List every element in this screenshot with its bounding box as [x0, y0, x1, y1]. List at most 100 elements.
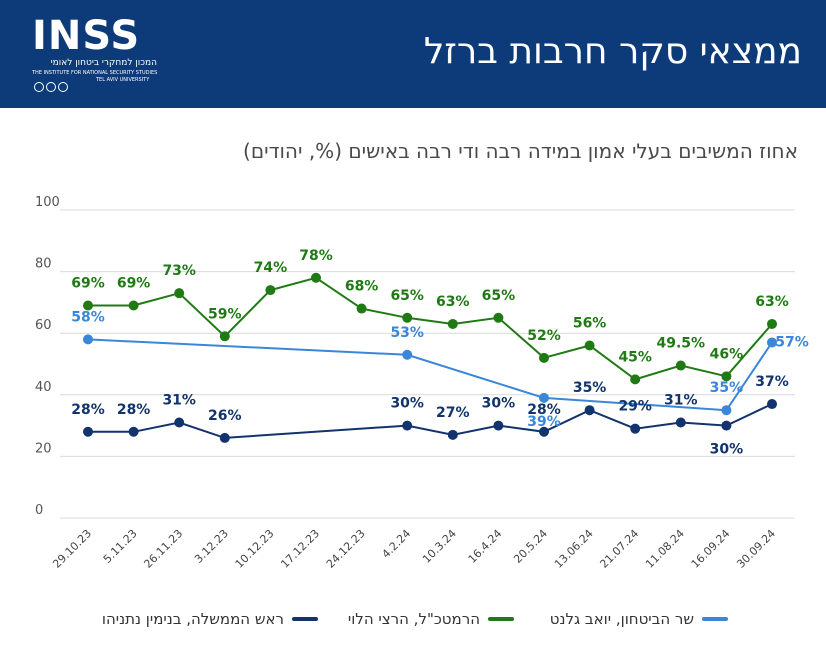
data-label: 35% [710, 380, 744, 396]
data-label: 63% [436, 294, 470, 310]
data-point [584, 405, 595, 416]
data-point [721, 420, 732, 431]
data-label: 27% [436, 405, 470, 421]
data-label: 65% [390, 288, 424, 304]
x-tick-label: 29.10.23 [50, 527, 94, 571]
data-point [721, 371, 732, 382]
x-tick-label: 5.11.23 [101, 527, 140, 566]
data-point [584, 340, 595, 351]
data-label: 59% [208, 306, 242, 322]
x-tick-label: 21.07.24 [597, 527, 641, 571]
data-point [447, 429, 458, 440]
legend-label-gallant: שר הביטחון, יואב גלנט [549, 610, 694, 628]
data-point [174, 288, 185, 299]
header-bar: INSS המכון למחקרי ביטחון לאומי THE INSTI… [0, 0, 826, 108]
data-point [539, 352, 549, 363]
y-tick-label: 80 [35, 257, 52, 272]
data-point [128, 426, 139, 437]
data-label: 56% [573, 316, 607, 332]
x-tick-label: 10.12.23 [233, 527, 277, 571]
data-point [83, 426, 93, 437]
legend-label-netanyahu: ראש הממשלה, בנימין נתניהו [101, 610, 284, 628]
data-label: 52% [527, 328, 561, 344]
data-point [402, 420, 413, 431]
x-tick-label: 11.08.24 [643, 527, 687, 571]
data-point [265, 285, 276, 296]
data-point [402, 349, 413, 360]
data-label: 28% [71, 402, 105, 418]
data-label: 37% [755, 374, 789, 390]
data-point [402, 312, 413, 323]
x-tick-label: 24.12.23 [324, 527, 368, 571]
legend-item-netanyahu: ראש הממשלה, בנימין נתניהו [102, 606, 318, 632]
data-point [630, 423, 641, 434]
y-tick-label: 100 [35, 195, 60, 210]
logo-subtitle-hebrew: המכון למחקרי ביטחון לאומי [50, 58, 157, 68]
data-label: 30% [390, 396, 424, 412]
data-point [83, 334, 93, 345]
data-point [539, 426, 549, 437]
y-tick-label: 20 [35, 441, 52, 456]
data-label: 57% [775, 334, 809, 350]
data-point [675, 360, 686, 371]
data-point [356, 303, 367, 314]
x-tick-label: 26.11.23 [141, 527, 185, 571]
y-tick-label: 40 [35, 380, 52, 395]
data-point [539, 392, 549, 403]
data-point [493, 420, 504, 431]
series-line-0 [88, 276, 773, 381]
data-point [219, 331, 230, 342]
data-label: 30% [710, 442, 744, 458]
data-point [174, 417, 185, 428]
data-point [767, 318, 777, 329]
legend-item-halevi: הרמטכ"ל, הרצי הלוי [348, 606, 514, 632]
data-label: 69% [71, 275, 105, 291]
y-tick-label: 0 [35, 503, 43, 518]
chart-title: אחוז המשיבים בעלי אמון במידה רבה ודי רבה… [243, 139, 798, 163]
data-label: 53% [390, 325, 424, 341]
data-point [447, 318, 458, 329]
logo-circles-icon [34, 77, 70, 92]
data-label: 74% [254, 260, 288, 276]
x-tick-label: 10.3.24 [420, 527, 459, 566]
data-point [219, 432, 230, 443]
data-label: 63% [755, 294, 789, 310]
logo-subtitle-english: THE INSTITUTE FOR NATIONAL SECURITY STUD… [32, 70, 158, 76]
data-label: 31% [664, 393, 698, 409]
data-label: 69% [117, 275, 151, 291]
legend-swatch-netanyahu [292, 617, 318, 621]
data-label: 28% [117, 402, 151, 418]
x-tick-label: 16.09.24 [689, 527, 733, 571]
logo-university: TEL AVIV UNIVERSITY [96, 77, 150, 83]
trust-line-chart: 69% 69% 73% 59% 74% 78% 68% 65% 63% 65% 52% 56% 45% 4… [35, 195, 809, 571]
data-label: 26% [208, 408, 242, 424]
data-point [675, 417, 686, 428]
x-tick-label: 20.5.24 [511, 527, 550, 566]
data-point [767, 399, 777, 410]
data-label: 30% [482, 396, 516, 412]
data-label: 65% [482, 288, 516, 304]
data-label: 45% [618, 349, 652, 365]
chart-legend: שר הביטחון, יואב גלנט הרמטכ"ל, הרצי הלוי… [96, 606, 736, 632]
data-label: 49.5% [657, 336, 706, 352]
data-label: 73% [162, 263, 196, 279]
data-point [493, 312, 504, 323]
data-point [767, 337, 777, 348]
data-label: 78% [299, 248, 333, 264]
data-label: 31% [162, 393, 196, 409]
data-label: 39% [527, 414, 561, 430]
data-point [721, 405, 732, 416]
legend-swatch-halevi [488, 617, 514, 621]
legend-swatch-gallant [702, 617, 728, 621]
legend-label-halevi: הרמטכ"ל, הרצי הלוי [347, 610, 480, 628]
data-label: 68% [345, 279, 379, 295]
x-tick-label: 17.12.23 [278, 527, 322, 571]
inss-logo: INSS המכון למחקרי ביטחון לאומי THE INSTI… [32, 16, 158, 92]
x-tick-label: 30.09.24 [734, 527, 778, 571]
data-label: 35% [573, 380, 607, 396]
data-point [83, 300, 93, 311]
x-tick-label: 3.12.23 [192, 527, 231, 566]
series-line-2 [88, 403, 773, 439]
data-label: 46% [710, 346, 744, 362]
data-point [630, 374, 641, 385]
